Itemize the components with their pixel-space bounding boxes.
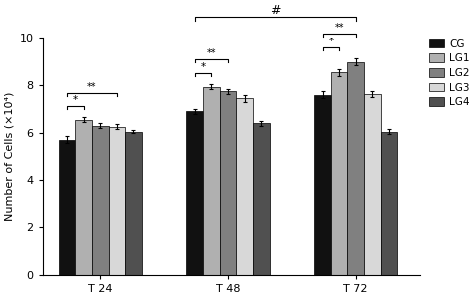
Bar <box>75 120 92 275</box>
Bar <box>381 131 397 275</box>
Y-axis label: Number of Cells (×10⁴): Number of Cells (×10⁴) <box>4 92 14 221</box>
Bar <box>203 87 219 275</box>
Text: *: * <box>328 36 333 46</box>
Bar <box>125 131 142 275</box>
Bar <box>109 127 125 275</box>
Text: *: * <box>73 95 78 105</box>
Legend: CG, LG1, LG2, LG3, LG4: CG, LG1, LG2, LG3, LG4 <box>428 38 470 107</box>
Text: #: # <box>270 4 281 16</box>
Text: *: * <box>201 62 206 72</box>
Text: **: ** <box>207 48 216 58</box>
Bar <box>364 94 381 275</box>
Bar <box>314 95 331 275</box>
Text: **: ** <box>87 82 97 92</box>
Bar <box>186 111 203 275</box>
Bar <box>347 62 364 275</box>
Bar <box>59 140 75 275</box>
Bar <box>219 91 237 275</box>
Bar <box>253 123 270 275</box>
Text: **: ** <box>334 23 344 33</box>
Bar <box>237 98 253 275</box>
Bar <box>331 72 347 275</box>
Bar <box>92 126 109 275</box>
